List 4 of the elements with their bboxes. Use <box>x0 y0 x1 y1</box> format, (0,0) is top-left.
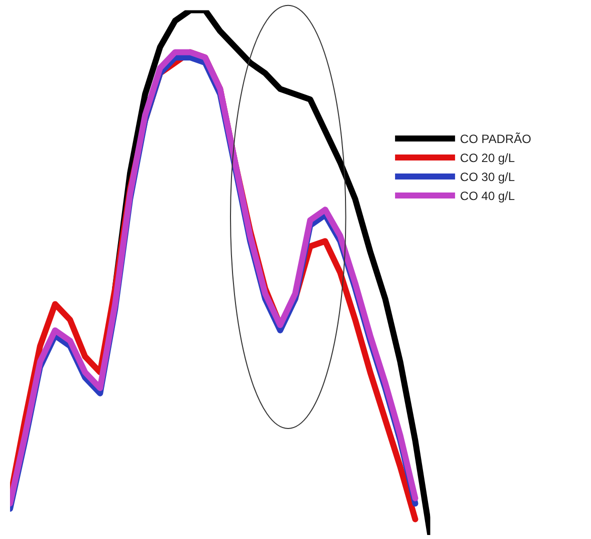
legend-label: CO PADRÃO <box>460 132 532 146</box>
legend-label: CO 30 g/L <box>460 170 516 184</box>
legend-label: CO 20 g/L <box>460 151 516 166</box>
legend-label: CO 40 g/L <box>460 189 516 204</box>
